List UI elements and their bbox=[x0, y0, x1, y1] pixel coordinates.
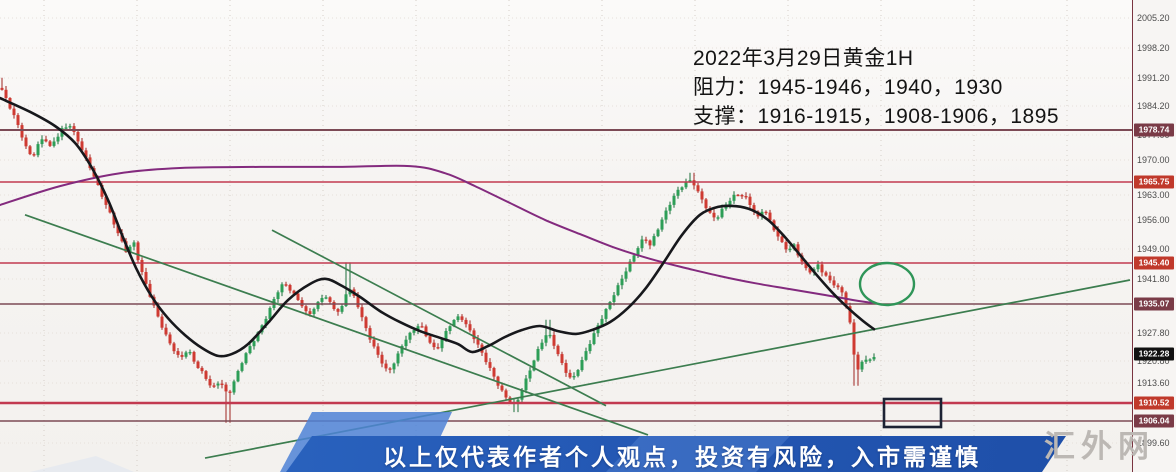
price-level-tag: 1906.04 bbox=[1134, 414, 1174, 428]
price-level-tag: 1910.52 bbox=[1134, 396, 1174, 410]
axis-tick: 1927.80 bbox=[1137, 328, 1170, 338]
focus-ellipse bbox=[858, 261, 916, 307]
axis-tick: 1941.80 bbox=[1137, 274, 1170, 284]
axis-tick: 1913.60 bbox=[1137, 378, 1170, 388]
note-support: 支撑：1916-1915，1908-1906，1895 bbox=[693, 105, 1060, 128]
axis-tick: 1984.20 bbox=[1137, 101, 1170, 111]
descending-steep bbox=[271, 229, 607, 407]
axis-tick: 1920.80 bbox=[1137, 356, 1170, 366]
axis-tick: 1949.00 bbox=[1137, 244, 1170, 254]
axis-tick: 1991.20 bbox=[1137, 73, 1170, 83]
price-level-tag: 1945.40 bbox=[1134, 256, 1174, 270]
slow-ma-purple bbox=[0, 164, 873, 304]
fast-ma-black bbox=[0, 96, 876, 358]
note-title: 2022年3月29日黄金1H bbox=[693, 47, 914, 70]
target-box bbox=[882, 397, 943, 429]
axis-tick: 1899.60 bbox=[1137, 438, 1170, 448]
axis-tick: 2005.20 bbox=[1137, 13, 1170, 23]
axis-tick: 1998.20 bbox=[1137, 43, 1170, 53]
current-price-tag: 1922.28 bbox=[1134, 347, 1174, 361]
price-level-tag: 1935.07 bbox=[1134, 297, 1174, 311]
analysis-note: 2022年3月29日黄金1H 阻力：1945-1946，1940，1930 支撑… bbox=[693, 44, 1059, 131]
disclaimer-text: 以上仅代表作者个人观点，投资有风险，入市需谨慎 bbox=[383, 443, 981, 470]
price-axis[interactable]: 2005.201998.201991.201984.201977.001970.… bbox=[1132, 0, 1176, 472]
note-resistance: 阻力：1945-1946，1940，1930 bbox=[693, 76, 1003, 99]
axis-tick: 1956.00 bbox=[1137, 215, 1170, 225]
price-level-tag: 1978.74 bbox=[1134, 123, 1174, 137]
axis-tick: 1963.00 bbox=[1137, 190, 1170, 200]
site-watermark: 汇外网 bbox=[1044, 429, 1155, 464]
price-level-tag: 1965.75 bbox=[1134, 175, 1174, 189]
axis-tick: 1970.00 bbox=[1137, 155, 1170, 165]
